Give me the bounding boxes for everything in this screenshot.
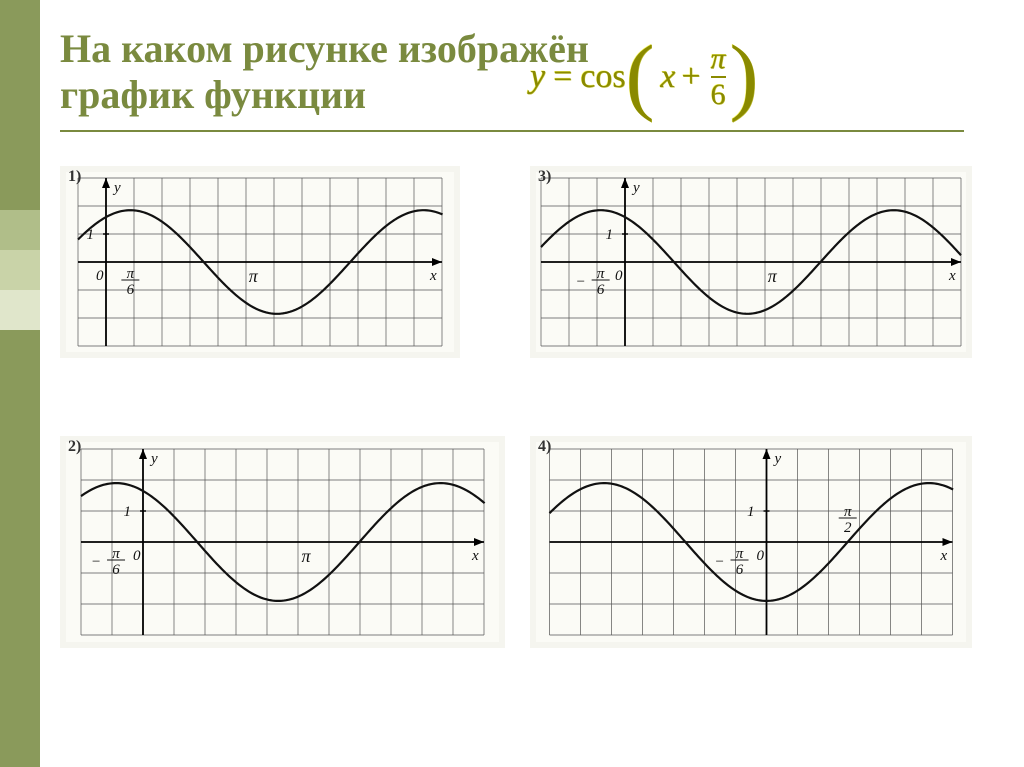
plot-number-label: 3) <box>538 168 551 186</box>
svg-text:−: − <box>91 554 101 570</box>
svg-text:π: π <box>768 266 778 286</box>
function-formula: y = cos ( x + π 6 ) <box>530 44 758 110</box>
plot-number-label: 1) <box>68 168 81 186</box>
lhs-var: y <box>530 58 545 96</box>
frac-num: π <box>711 44 726 74</box>
inside-var: x <box>660 58 675 96</box>
svg-text:π: π <box>249 266 259 286</box>
plot-svg: yx1 − π 60 π 2 <box>536 442 966 642</box>
decor-square <box>0 290 40 330</box>
plus-sign: + <box>681 58 700 96</box>
plot-option-2: 2) yx1 − π 60π <box>60 436 505 648</box>
question-title: На каком рисунке изображён график функци… <box>60 26 589 118</box>
svg-text:6: 6 <box>127 282 135 298</box>
svg-text:1: 1 <box>124 504 132 520</box>
plot-number-label: 4) <box>538 438 551 456</box>
plot-svg: yx1 − π 60π <box>536 172 966 352</box>
svg-text:x: x <box>471 548 479 564</box>
title-line-2: график функции <box>60 72 366 117</box>
slide: На каком рисунке изображён график функци… <box>0 0 1024 767</box>
title-underline <box>60 130 964 132</box>
svg-text:6: 6 <box>112 562 120 578</box>
svg-text:π: π <box>301 546 311 566</box>
svg-text:x: x <box>948 268 956 284</box>
svg-text:6: 6 <box>597 282 605 298</box>
svg-text:y: y <box>112 180 121 196</box>
svg-text:0: 0 <box>133 548 141 564</box>
svg-text:y: y <box>149 451 158 467</box>
svg-text:y: y <box>631 180 640 196</box>
svg-text:6: 6 <box>736 562 744 578</box>
fn-name: cos <box>580 58 625 96</box>
svg-text:2: 2 <box>844 520 852 536</box>
svg-text:y: y <box>773 451 782 467</box>
svg-text:0: 0 <box>757 548 765 564</box>
plot-option-3: 3) yx1 − π 60π <box>530 166 972 358</box>
plot-number-label: 2) <box>68 438 81 456</box>
fraction: π 6 <box>711 44 726 110</box>
plot-option-1: 1) yx1 0 π 6π <box>60 166 460 358</box>
decor-left-bar <box>0 0 40 767</box>
decor-square <box>0 250 40 290</box>
title-line-1: На каком рисунке изображён <box>60 26 589 71</box>
svg-text:−: − <box>576 274 586 290</box>
svg-text:x: x <box>940 548 948 564</box>
plot-svg: yx1 − π 60π <box>66 442 499 642</box>
svg-text:0: 0 <box>96 268 104 284</box>
svg-text:0: 0 <box>615 268 623 284</box>
svg-text:x: x <box>429 268 437 284</box>
svg-text:1: 1 <box>747 504 755 520</box>
eq-sign: = <box>553 58 572 96</box>
plot-svg: yx1 0 π 6π <box>66 172 454 352</box>
svg-text:−: − <box>714 554 724 570</box>
svg-text:1: 1 <box>606 227 614 243</box>
plot-option-4: 4) yx1 − π 60 π 2 <box>530 436 972 648</box>
decor-square <box>0 210 40 250</box>
frac-den: 6 <box>711 80 726 110</box>
